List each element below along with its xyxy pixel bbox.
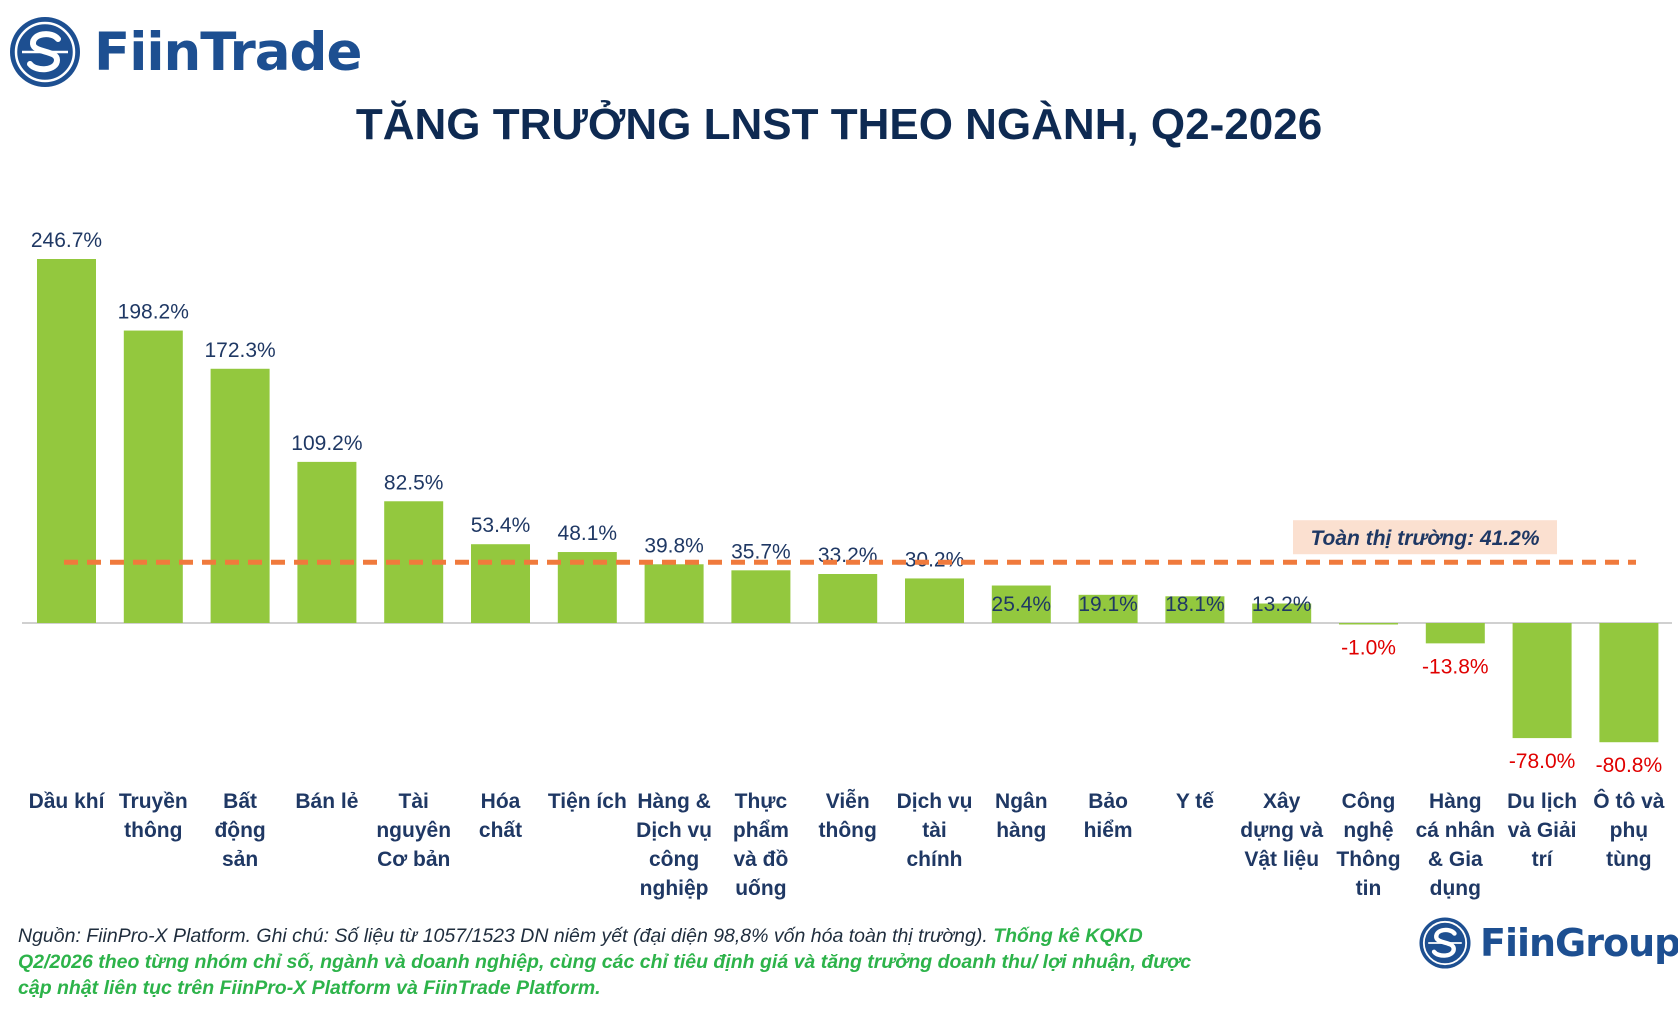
data-label: 48.1% <box>558 522 618 545</box>
data-label: 82.5% <box>384 471 444 494</box>
bar <box>644 564 704 623</box>
category-label: uống <box>735 877 786 900</box>
category-label: Thông <box>1336 848 1400 871</box>
category-label: Công <box>1342 790 1396 813</box>
category-label: chất <box>479 819 522 842</box>
category-label: Hóa <box>481 790 521 813</box>
data-label: -13.8% <box>1422 655 1489 678</box>
category-label: thông <box>124 819 182 842</box>
category-label: Dịch vụ <box>636 819 712 842</box>
category-label: Ô tô và <box>1593 789 1665 813</box>
category-label: Truyền <box>119 790 188 813</box>
bar <box>471 544 530 623</box>
category-label: Hàng & <box>637 790 711 813</box>
category-label: công <box>649 848 699 871</box>
category-label: chính <box>907 848 963 871</box>
category-label: sản <box>222 848 258 871</box>
data-label: 109.2% <box>291 432 362 455</box>
bar <box>991 585 1051 623</box>
bar <box>818 574 878 623</box>
data-label: 172.3% <box>204 339 275 362</box>
data-label: 198.2% <box>118 301 189 324</box>
category-label: Cơ bản <box>377 848 450 871</box>
category-label: tin <box>1356 877 1382 900</box>
data-label: 25.4% <box>992 593 1052 616</box>
footer-brand-name: FiinGroup <box>1480 921 1678 965</box>
bar <box>37 259 96 623</box>
category-label: Bảo <box>1088 790 1128 813</box>
data-label: -78.0% <box>1509 750 1576 773</box>
category-label: Dịch vụ <box>897 790 973 813</box>
category-label: hiểm <box>1084 819 1133 842</box>
brand-name: FiinTrade <box>94 21 362 83</box>
fiin-s-logo-icon <box>1419 917 1471 969</box>
market-reference-label-box <box>1293 520 1557 555</box>
footnote-highlight: Thống kê KQKD Q2/2026 theo từng nhóm chỉ… <box>18 925 1192 999</box>
category-label: Y tế <box>1176 790 1214 813</box>
data-label: 19.1% <box>1078 593 1138 616</box>
category-label: tài <box>922 819 947 842</box>
footer-brand-logo: FiinGroup <box>1418 916 1678 970</box>
category-label: Dầu khí <box>29 790 106 813</box>
category-label: phụ <box>1610 819 1648 842</box>
category-label: & Gia <box>1428 848 1483 871</box>
data-label: 35.7% <box>731 540 791 563</box>
bar <box>1339 623 1398 625</box>
source-footnote: Nguồn: FiinPro-X Platform. Ghi chú: Số l… <box>18 923 1198 1001</box>
category-label: và đồ <box>733 848 788 871</box>
category-label: Thực <box>735 790 788 813</box>
bar <box>1599 623 1659 743</box>
market-reference-label: Toàn thị trường: 41.2% <box>1311 527 1540 550</box>
footnote-source: Nguồn: FiinPro-X Platform. Ghi chú: Số l… <box>18 925 994 947</box>
category-label: và Giải <box>1508 819 1577 842</box>
bar <box>123 330 183 623</box>
category-label: cá nhân <box>1416 819 1495 842</box>
category-label: thông <box>819 819 877 842</box>
fiin-s-logo-icon <box>10 17 80 87</box>
bar <box>557 552 617 623</box>
category-label: dựng và <box>1240 819 1323 842</box>
category-label: Tiện ích <box>548 790 627 813</box>
category-label: Du lịch <box>1507 790 1577 813</box>
category-label: Xây <box>1263 790 1301 813</box>
category-label: Hàng <box>1429 790 1482 813</box>
category-label: Bất <box>223 790 257 813</box>
bar <box>731 570 791 623</box>
category-label: trí <box>1532 848 1554 871</box>
category-label: phẩm <box>733 819 789 842</box>
data-label: 53.4% <box>471 514 531 537</box>
category-label: nghiệp <box>640 877 709 900</box>
category-label: Viễn <box>826 789 870 813</box>
category-label: Ngân <box>995 790 1048 813</box>
category-label: nguyên <box>376 819 451 842</box>
data-label: 30.2% <box>905 548 965 571</box>
chart-title: TĂNG TRƯỞNG LNST THEO NGÀNH, Q2-2026 <box>355 100 1323 149</box>
category-label: hàng <box>996 819 1046 842</box>
data-label: 246.7% <box>31 229 102 252</box>
category-label: Bán lẻ <box>295 790 358 813</box>
data-label: 18.1% <box>1165 593 1225 616</box>
brand-logo: FiinTrade <box>8 12 362 92</box>
bar <box>210 368 270 623</box>
bar <box>1165 596 1225 623</box>
data-label: -80.8% <box>1596 754 1663 777</box>
bar <box>1425 623 1485 644</box>
bar-chart: 246.7% Dầu khí 198.2% Truyền thông 172.3% Bất đ… <box>22 229 1672 900</box>
bar <box>905 578 964 623</box>
category-label: nghệ <box>1343 819 1393 842</box>
category-label: tùng <box>1606 848 1651 871</box>
category-label: dụng <box>1430 877 1481 900</box>
category-label: Vật liệu <box>1244 848 1319 871</box>
category-label: động <box>214 819 265 842</box>
category-label: Tài <box>399 790 429 813</box>
bar <box>297 461 357 623</box>
data-label: 39.8% <box>644 534 704 557</box>
data-label: -1.0% <box>1341 636 1396 659</box>
bar <box>1078 594 1138 623</box>
bar <box>1252 603 1312 623</box>
bar <box>1512 623 1572 739</box>
data-label: 13.2% <box>1252 593 1312 616</box>
